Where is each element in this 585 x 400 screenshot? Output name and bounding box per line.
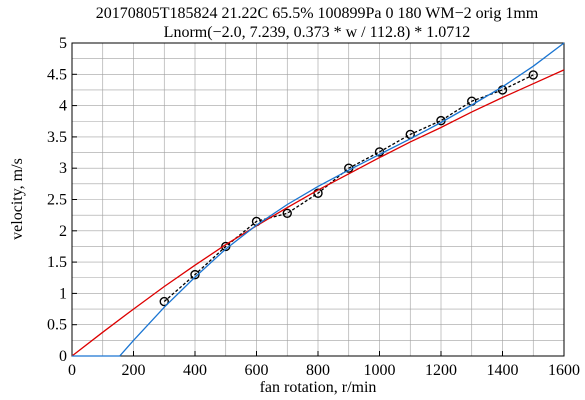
- x-axis-ticks: 0 200 400 600 800 1000 1200 1400 1600: [68, 351, 580, 379]
- x-tick-label: 1600: [548, 362, 580, 379]
- x-tick-label: 600: [245, 362, 269, 379]
- y-tick-label: 4: [59, 98, 67, 115]
- measured-point: [497, 85, 508, 95]
- y-tick-label: 0: [59, 348, 67, 365]
- measured-point: [282, 208, 292, 218]
- x-axis-label: fan rotation, r/min: [260, 379, 377, 396]
- measured-point: [528, 70, 538, 80]
- y-tick-label: 2.5: [47, 192, 67, 209]
- measured-point: [190, 269, 200, 280]
- y-tick-label: 5: [59, 35, 67, 52]
- fit-curve-1: [71, 69, 565, 357]
- x-tick-label: 800: [306, 362, 330, 379]
- y-tick-label: 3: [59, 160, 67, 177]
- y-tick-label: 1: [59, 285, 67, 302]
- grid: [71, 42, 565, 357]
- series-layer: [71, 42, 565, 357]
- x-tick-label: 0: [68, 362, 76, 379]
- measured-series-line: [163, 74, 534, 302]
- y-axis-label: velocity, m/s: [9, 158, 26, 240]
- chart-subtitle: Lnorm(−2.0, 7.239, 0.373 * w / 112.8) * …: [164, 24, 471, 41]
- x-tick-label: 400: [183, 362, 207, 379]
- measured-point: [159, 296, 169, 307]
- y-tick-label: 4.5: [47, 66, 67, 83]
- measured-point: [313, 188, 323, 198]
- fit-curve-2: [72, 42, 565, 357]
- x-tick-label: 200: [122, 362, 146, 379]
- y-tick-label: 3.5: [47, 129, 67, 146]
- y-tick-label: 2: [59, 223, 67, 240]
- x-tick-label: 1000: [364, 362, 396, 379]
- x-tick-label: 1400: [487, 362, 519, 379]
- chart-title: 20170805T185824 21.22C 65.5% 100899Pa 0 …: [96, 5, 539, 22]
- y-tick-label: 1.5: [47, 254, 67, 271]
- y-axis-ticks: 0 0.5 1 1.5 2 2.5 3 3.5 4 4.5 5: [47, 35, 77, 365]
- y-tick-label: 0.5: [47, 317, 67, 334]
- x-tick-label: 1200: [425, 362, 457, 379]
